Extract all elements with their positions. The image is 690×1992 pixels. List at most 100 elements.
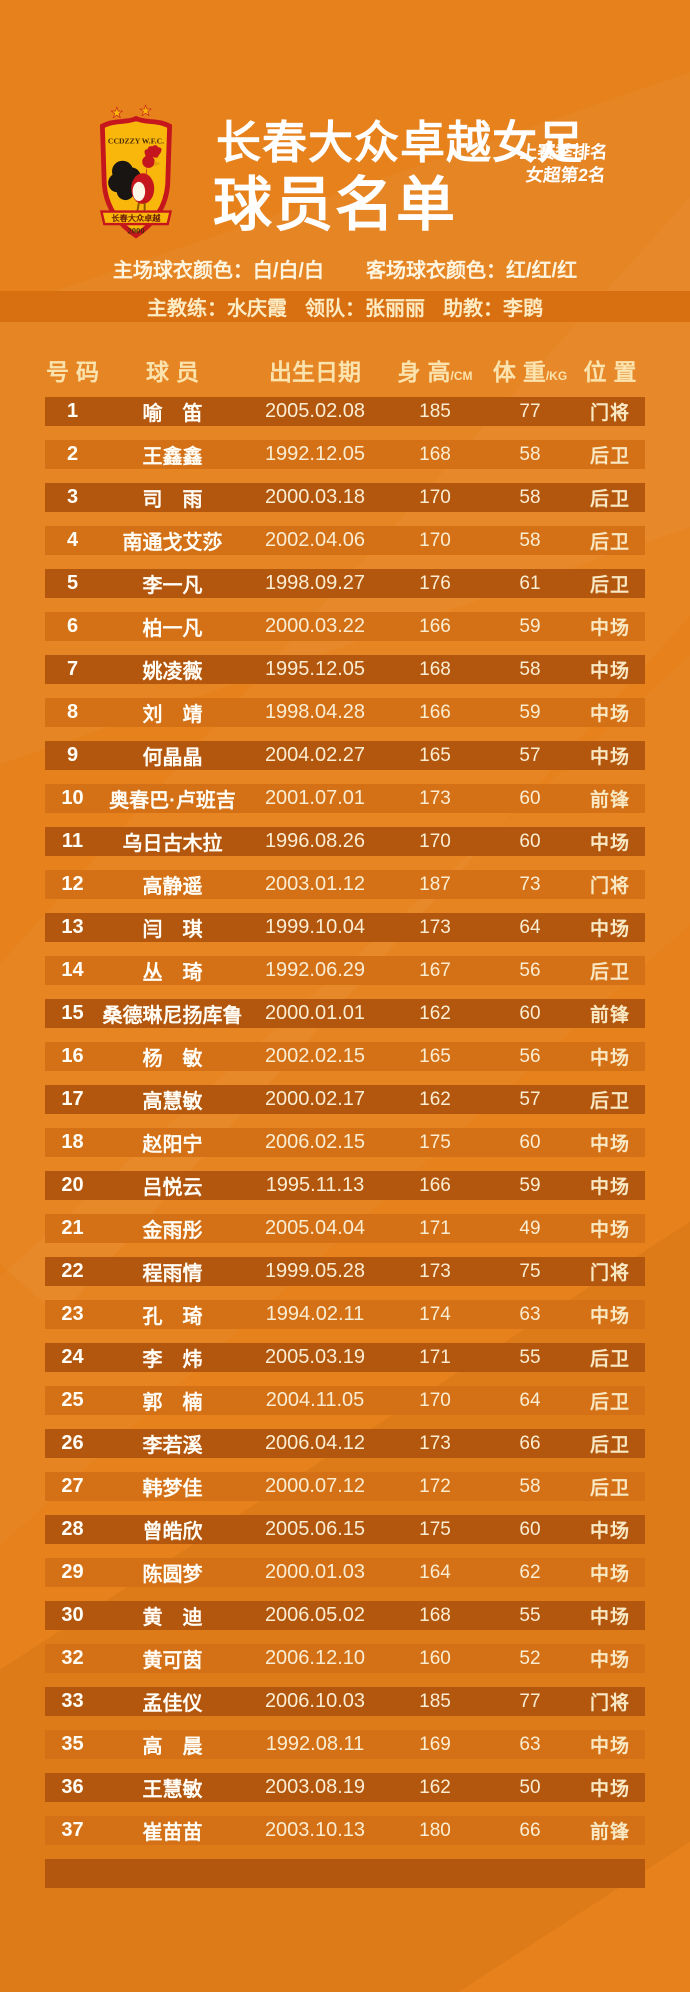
cell-weight: 60 <box>519 1002 541 1024</box>
cell-number: 23 <box>61 1303 84 1325</box>
col-number-label: 号码 <box>46 359 106 385</box>
col-height: 身高/CM <box>385 353 485 387</box>
crest-year: 2000 <box>127 226 144 236</box>
cell-height: 168 <box>419 443 451 465</box>
cell-dob: 2000.03.18 <box>264 486 366 508</box>
table-row: 17 高慧敏 2000.02.17 162 57 后卫 <box>45 1085 645 1114</box>
cell-number: 2 <box>66 443 79 465</box>
cell-dob: 2003.10.13 <box>264 1819 366 1841</box>
cell-dob: 2002.02.15 <box>264 1045 366 1067</box>
table-row-empty <box>45 1859 645 1888</box>
cell-name: 乌日古木拉 <box>122 833 223 855</box>
cell-weight: 77 <box>519 1690 541 1712</box>
cell-number: 8 <box>66 701 79 723</box>
cell-number: 26 <box>61 1432 84 1454</box>
cell-height: 173 <box>419 916 451 938</box>
cell-weight: 66 <box>519 1432 541 1454</box>
cell-height: 166 <box>419 615 451 637</box>
table-row: 11 乌日古木拉 1996.08.26 170 60 中场 <box>45 827 645 856</box>
table-row: 14 丛 琦 1992.06.29 167 56 后卫 <box>45 956 645 985</box>
cell-weight: 55 <box>519 1604 541 1626</box>
table-row: 24 李 炜 2005.03.19 171 55 后卫 <box>45 1343 645 1372</box>
cell-height: 162 <box>419 1776 451 1798</box>
table-row: 25 郭 楠 2004.11.05 170 64 后卫 <box>45 1386 645 1415</box>
cell-name: 高 晨 <box>142 1736 203 1758</box>
cell-dob: 2000.01.01 <box>264 1002 366 1024</box>
page-subtitle: 球员名单 <box>213 172 458 238</box>
table-row: 2 王鑫鑫 1992.12.05 168 58 后卫 <box>45 440 645 469</box>
cell-height: 172 <box>419 1475 451 1497</box>
cell-weight: 57 <box>519 744 541 766</box>
cell-dob: 1994.02.11 <box>265 1303 365 1325</box>
table-row: 29 陈圆梦 2000.01.03 164 62 中场 <box>45 1558 645 1587</box>
cell-dob: 2006.12.10 <box>264 1647 366 1669</box>
cell-height: 175 <box>419 1131 451 1153</box>
head-coach-label: 主教练： <box>147 298 227 320</box>
star-icon: ★ <box>110 106 123 122</box>
cell-name: 孟佳仪 <box>142 1693 203 1715</box>
cell-dob: 2006.05.02 <box>264 1604 366 1626</box>
cell-height: 166 <box>419 1174 451 1196</box>
cell-position: 中场 <box>589 704 630 725</box>
table-row: 26 李若溪 2006.04.12 173 66 后卫 <box>45 1429 645 1458</box>
cell-name: 孔 琦 <box>142 1306 203 1328</box>
cell-weight: 60 <box>519 1518 541 1540</box>
table-row: 30 黄 迪 2006.05.02 168 55 中场 <box>45 1601 645 1630</box>
cell-name: 王鑫鑫 <box>142 446 203 468</box>
table-row: 5 李一凡 1998.09.27 176 61 后卫 <box>45 569 645 598</box>
cell-name: 柏一凡 <box>142 618 203 640</box>
cell-weight: 60 <box>519 830 541 852</box>
cell-height: 185 <box>419 400 451 422</box>
cell-weight: 73 <box>519 873 541 895</box>
table-row: 32 黄可茵 2006.12.10 160 52 中场 <box>45 1644 645 1673</box>
cell-dob: 2000.03.22 <box>264 615 366 637</box>
col-height-label: 身高 <box>397 359 458 385</box>
table-row: 1 喻 笛 2005.02.08 185 77 门将 <box>45 397 645 426</box>
cell-weight: 59 <box>519 615 541 637</box>
cell-dob: 1995.12.05 <box>264 658 366 680</box>
cell-weight: 49 <box>519 1217 541 1239</box>
cell-name: 金雨彤 <box>142 1220 203 1242</box>
cell-position: 门将 <box>589 1693 630 1714</box>
cell-weight: 58 <box>519 486 541 508</box>
page-title: 长春大众卓越女足 <box>216 117 585 168</box>
cell-name: 司 雨 <box>142 489 203 511</box>
cell-position: 中场 <box>589 1650 630 1671</box>
cell-position: 后卫 <box>589 489 630 510</box>
col-dob: 出生日期 <box>245 353 385 387</box>
cell-name: 王慧敏 <box>142 1779 203 1801</box>
cell-dob: 2002.04.06 <box>264 529 366 551</box>
table-row: 15 桑德琳尼扬库鲁 2000.01.01 162 60 前锋 <box>45 999 645 1028</box>
cell-dob: 2004.11.05 <box>265 1389 365 1411</box>
cell-number: 12 <box>61 873 84 895</box>
table-row: 7 姚凌薇 1995.12.05 168 58 中场 <box>45 655 645 684</box>
cell-number: 4 <box>66 529 79 551</box>
cell-name: 陈圆梦 <box>142 1564 203 1586</box>
cell-dob: 2004.02.27 <box>264 744 366 766</box>
cell-dob: 1992.12.05 <box>264 443 366 465</box>
cell-name: 高静遥 <box>142 876 203 898</box>
cell-weight: 77 <box>519 400 541 422</box>
season-rank-line2: 女超第2名 <box>524 165 606 185</box>
cell-name: 喻 笛 <box>142 403 203 425</box>
cell-position: 门将 <box>589 1263 630 1284</box>
cell-position: 前锋 <box>589 1822 630 1843</box>
table-row: 18 赵阳宁 2006.02.15 175 60 中场 <box>45 1128 645 1157</box>
cell-number: 16 <box>61 1045 84 1067</box>
cell-weight: 64 <box>519 916 541 938</box>
cell-name: 黄 迪 <box>142 1607 203 1629</box>
cell-number: 20 <box>61 1174 84 1196</box>
cell-position: 前锋 <box>589 790 630 811</box>
team-leader-name: 张丽丽 <box>365 298 425 320</box>
cell-height: 171 <box>419 1346 451 1368</box>
season-rank-line1: 上赛季排名 <box>518 142 608 162</box>
cell-name: 杨 敏 <box>142 1048 203 1070</box>
cell-dob: 1999.05.28 <box>264 1260 366 1282</box>
col-player: 球员 <box>100 353 245 387</box>
cell-weight: 62 <box>519 1561 541 1583</box>
cell-weight: 66 <box>519 1819 541 1841</box>
cell-name: 崔苗苗 <box>142 1822 203 1844</box>
cell-dob: 1995.11.13 <box>265 1174 365 1196</box>
cell-height: 166 <box>419 701 451 723</box>
cell-number: 11 <box>61 830 84 852</box>
